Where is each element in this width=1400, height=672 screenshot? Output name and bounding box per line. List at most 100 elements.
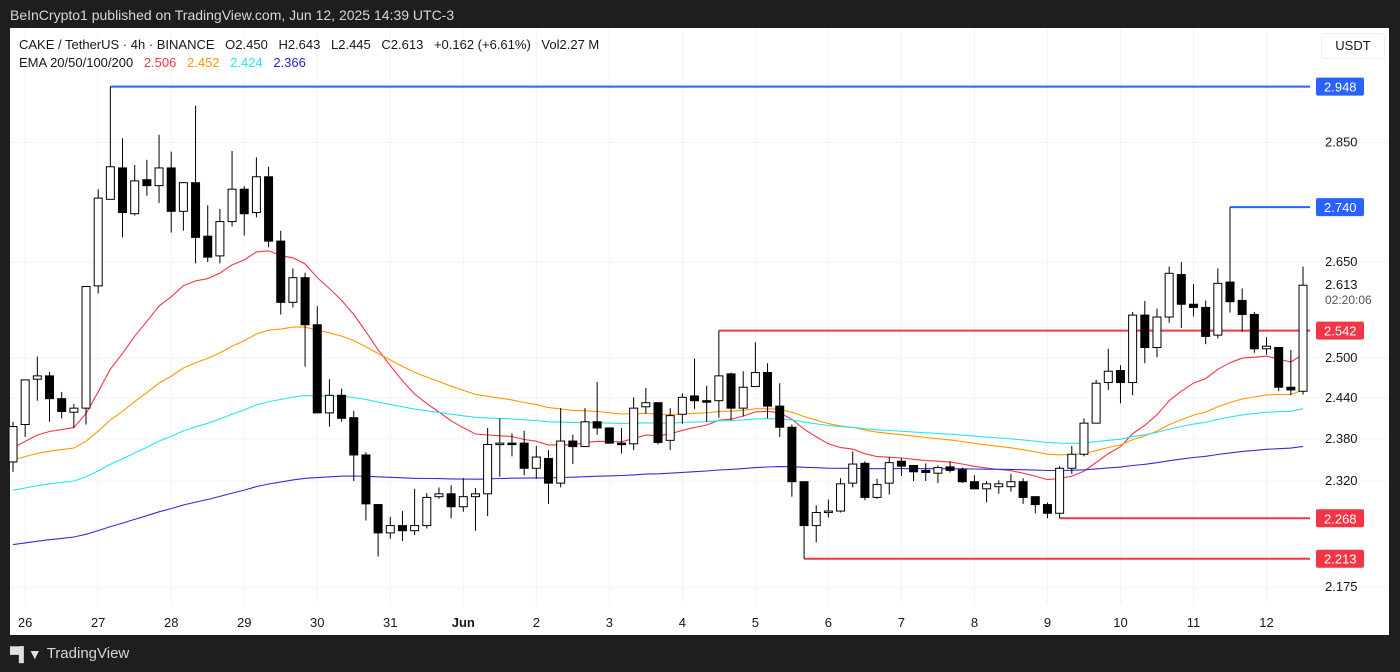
candle-up bbox=[178, 182, 188, 212]
candle-down bbox=[1030, 496, 1040, 506]
candle-down bbox=[1286, 386, 1296, 391]
price-tick-label: 2.380 bbox=[1325, 431, 1358, 446]
candle-up bbox=[1055, 467, 1065, 514]
candle-up bbox=[422, 496, 432, 527]
candle-down bbox=[1237, 299, 1247, 315]
candle-up bbox=[1164, 272, 1174, 318]
ema20-line bbox=[12, 250, 1304, 481]
candle-down bbox=[1115, 370, 1125, 384]
currency-button[interactable]: USDT bbox=[1321, 33, 1385, 59]
candle-up bbox=[458, 496, 468, 508]
candle-up bbox=[1006, 481, 1016, 488]
candle-down bbox=[507, 442, 517, 446]
candle-down bbox=[397, 525, 407, 532]
candle-down bbox=[592, 421, 602, 429]
candle-down bbox=[166, 167, 176, 212]
brand-name: TradingView bbox=[46, 645, 130, 662]
candle-up bbox=[982, 483, 992, 490]
time-tick-label: 2 bbox=[533, 615, 540, 630]
candle-up bbox=[470, 493, 480, 498]
time-tick-label: 8 bbox=[971, 615, 978, 630]
bar-countdown: 02:20:06 bbox=[1325, 293, 1372, 307]
publisher-caption: BeInCrypto1 published on TradingView.com… bbox=[10, 7, 455, 23]
candle-up bbox=[324, 394, 334, 414]
candle-down bbox=[1188, 303, 1198, 308]
time-tick-label: 29 bbox=[237, 615, 251, 630]
level-price-label: 2.213 bbox=[1324, 552, 1357, 567]
ohlc-close: C2.613 bbox=[381, 37, 424, 52]
candles bbox=[8, 86, 1308, 559]
candle-up bbox=[531, 456, 541, 469]
candle-up bbox=[495, 442, 505, 446]
volume: Vol2.27 M bbox=[541, 37, 600, 52]
candle-down bbox=[1225, 281, 1235, 303]
time-tick-label: 5 bbox=[752, 615, 759, 630]
level-lines bbox=[110, 85, 1310, 560]
candle-down bbox=[300, 277, 310, 326]
candle-down bbox=[921, 469, 931, 474]
ohlc-low: L2.445 bbox=[331, 37, 371, 52]
candle-down bbox=[1042, 504, 1052, 514]
candle-down bbox=[276, 240, 286, 303]
candle-up bbox=[130, 180, 140, 215]
time-tick-label: 27 bbox=[91, 615, 105, 630]
candle-down bbox=[787, 426, 797, 483]
ema50-value: 2.452 bbox=[187, 55, 220, 70]
candle-down bbox=[142, 179, 152, 187]
time-tick-label: 26 bbox=[18, 615, 32, 630]
time-axis: 26 27 28 29 30 31 Jun 2 3 4 5 6 7 8 9 10 11 12 bbox=[18, 615, 1274, 630]
time-tick-label: 10 bbox=[1113, 615, 1127, 630]
time-tick-label: 7 bbox=[898, 615, 905, 630]
level-price-badge bbox=[1316, 321, 1364, 340]
level-price-label: 2.740 bbox=[1324, 200, 1357, 215]
level-price-label: 2.268 bbox=[1324, 511, 1357, 526]
candle-up bbox=[872, 484, 882, 498]
candle-down bbox=[604, 427, 614, 444]
candle-down bbox=[653, 402, 663, 443]
candle-down bbox=[1201, 306, 1211, 337]
candle-down bbox=[191, 182, 201, 238]
price-change: +0.162 (+6.61%) bbox=[433, 37, 531, 52]
candle-down bbox=[690, 395, 700, 402]
level-price-label: 2.542 bbox=[1324, 324, 1357, 339]
candle-down bbox=[726, 373, 736, 409]
chart-legend: CAKE / TetherUS · 4h · BINANCE O2.450 H2… bbox=[19, 36, 606, 72]
candle-up bbox=[848, 463, 858, 484]
candle-down bbox=[763, 372, 773, 407]
candle-down bbox=[543, 457, 553, 484]
candle-down bbox=[702, 400, 712, 403]
candle-up bbox=[483, 444, 493, 495]
candle-up bbox=[1103, 370, 1113, 384]
candle-up bbox=[1091, 382, 1101, 424]
candle-down bbox=[775, 405, 785, 428]
candle-down bbox=[45, 375, 55, 400]
ema-label[interactable]: EMA 20/50/100/200 bbox=[19, 55, 134, 70]
tradingview-logo-icon: ▀▌▼ bbox=[10, 645, 42, 662]
candle-up bbox=[1128, 314, 1138, 384]
candle-up bbox=[1298, 284, 1308, 392]
candle-up bbox=[32, 375, 42, 380]
time-tick-label: 6 bbox=[825, 615, 832, 630]
candle-down bbox=[264, 176, 274, 242]
candle-down bbox=[1018, 481, 1028, 498]
candle-down bbox=[446, 493, 456, 508]
candle-up bbox=[93, 197, 103, 287]
level-price-badge bbox=[1316, 77, 1364, 96]
price-tick-label: 2.320 bbox=[1325, 473, 1358, 488]
candle-up bbox=[1067, 453, 1077, 469]
ema20-value: 2.506 bbox=[143, 55, 177, 70]
candle-down bbox=[617, 442, 626, 446]
candle-up bbox=[994, 483, 1004, 488]
candle-down bbox=[203, 235, 213, 258]
candle-down bbox=[1140, 314, 1150, 348]
candle-up bbox=[154, 167, 164, 187]
level-price-label: 2.948 bbox=[1324, 80, 1357, 95]
time-tick-label: 28 bbox=[164, 615, 178, 630]
candle-up bbox=[750, 372, 760, 388]
symbol-info[interactable]: CAKE / TetherUS · 4h · BINANCE bbox=[19, 37, 215, 52]
footer-brand[interactable]: ▀▌▼ TradingView bbox=[10, 645, 129, 662]
candle-up bbox=[629, 407, 639, 445]
level-price-badge bbox=[1316, 549, 1364, 568]
time-tick-label: 4 bbox=[679, 615, 686, 630]
